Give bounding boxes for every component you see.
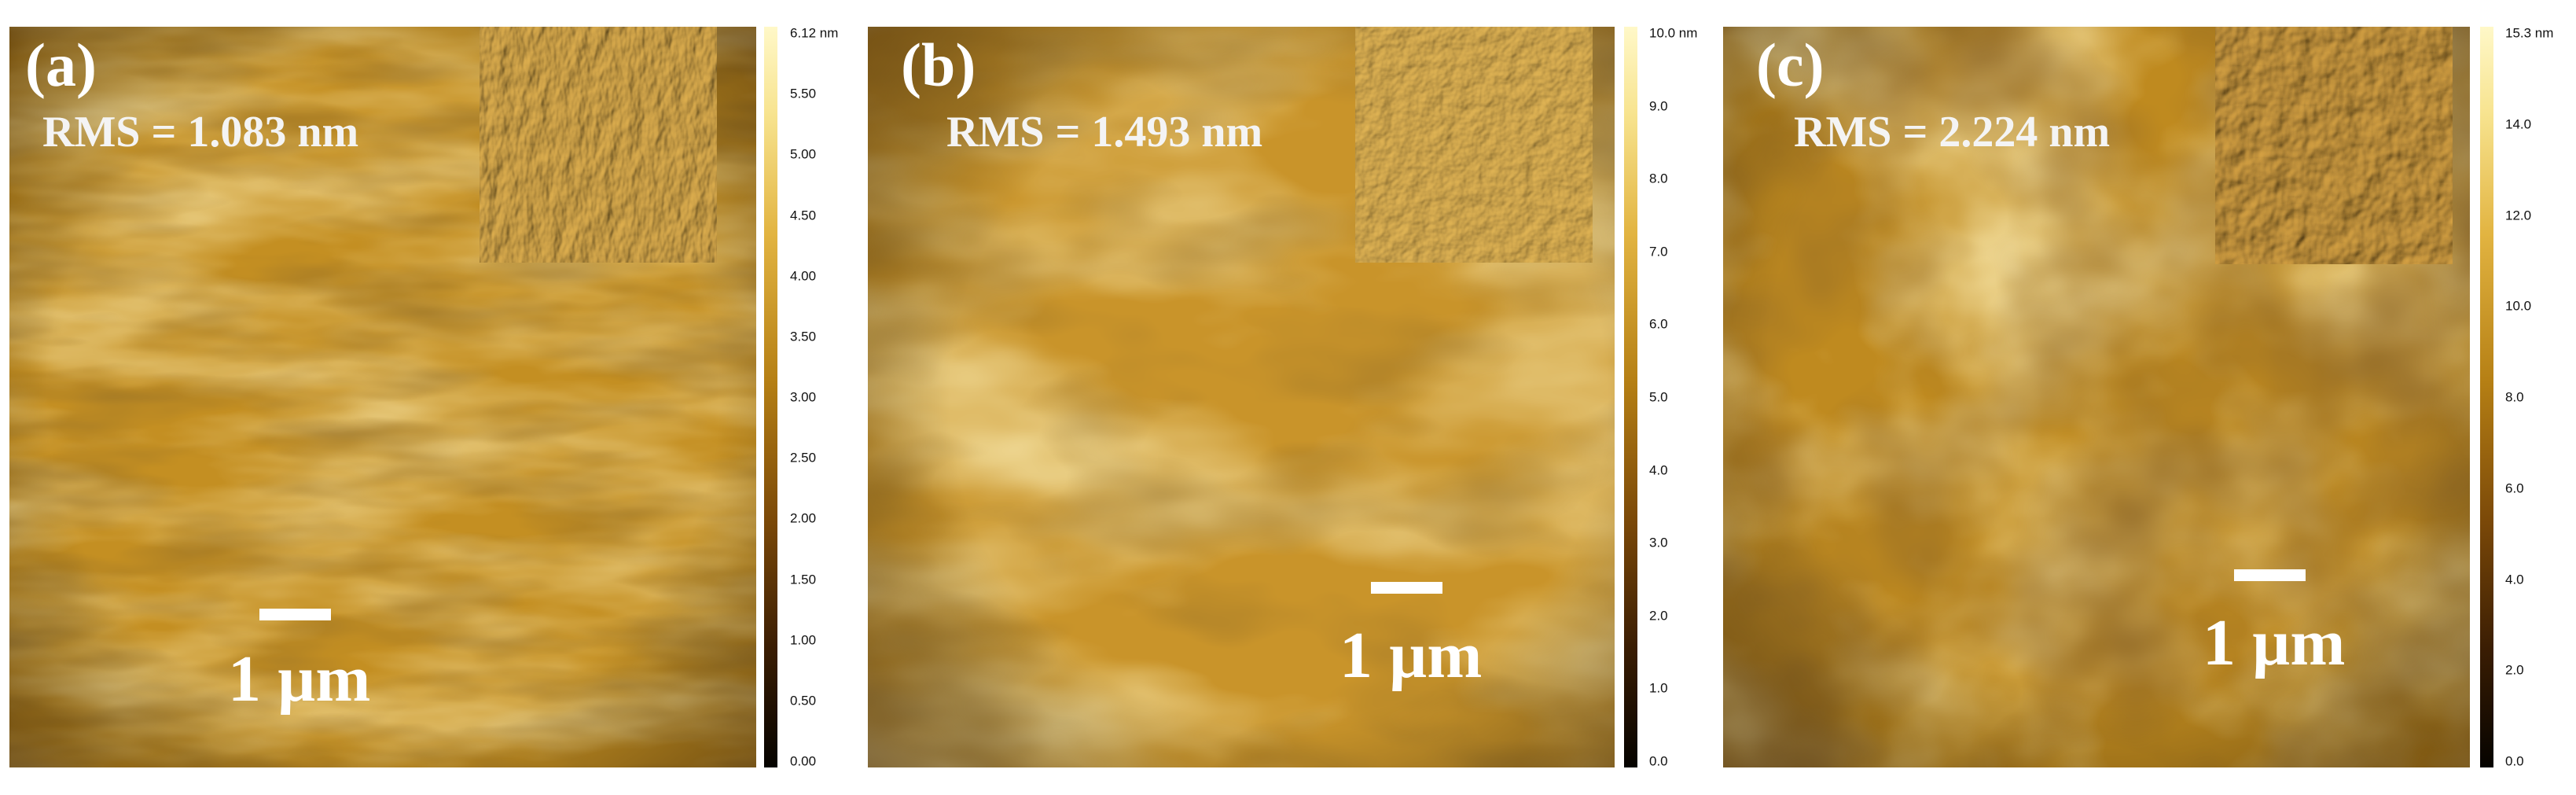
afm-panel-b: (b) RMS = 1.493 nm 1 µm [868,27,1615,767]
colorbar-tick-label: 2.0 [2505,662,2524,678]
colorbar-tick-label: 6.0 [2505,480,2524,496]
colorbar-tick-label: 3.00 [790,389,817,405]
phase-inset-a [480,27,717,263]
colorbar-tick-label: 0.0 [2505,753,2524,769]
colorbar-tick-label: 1.50 [790,572,817,587]
colorbar-ticks-a: 6.12 nm 5.50 5.00 4.50 4.00 3.50 3.00 2.50 2.00 1… [790,25,861,769]
panel-label-a: (a) [25,31,97,99]
colorbar-tick-label: 4.0 [1649,462,1668,478]
colorbar-tick-label: 2.00 [790,510,817,526]
phase-inset-b [1355,27,1593,263]
scale-bar-b [1371,582,1442,594]
scale-bar-label-a: 1 µm [228,642,371,716]
colorbar-tick-label: 4.50 [790,208,817,223]
colorbar-tick-label: 0.0 [1649,753,1668,769]
colorbar-ticks-b: 10.0 nm 9.0 8.0 7.0 6.0 5.0 4.0 3.0 2.0 1.0 0.0 [1649,25,1720,769]
colorbar-tick-label: 9.0 [1649,98,1668,114]
colorbar-tick-label: 1.00 [790,632,817,648]
colorbar-tick-label: 5.0 [1649,389,1668,405]
rms-value-a: RMS = 1.083 nm [42,108,359,156]
colorbar-tick-label: 6.12 nm [790,25,839,41]
colorbar-tick-label: 12.0 [2505,208,2532,223]
phase-inset-c [2215,27,2453,264]
colorbar-tick-label: 5.50 [790,86,817,101]
rms-value-b: RMS = 1.493 nm [946,108,1263,156]
scale-bar-label-b: 1 µm [1339,619,1483,692]
colorbar-tick-label: 1.0 [1649,680,1668,696]
scale-bar-a [259,609,331,620]
panel-label-c: (c) [1756,31,1825,99]
colorbar-tick-label: 7.0 [1649,244,1668,259]
colorbar-tick-label: 3.50 [790,329,817,344]
colorbar-tick-label: 0.00 [790,753,817,769]
colorbar-tick-label: 5.00 [790,146,817,162]
colorbar-tick-label: 4.0 [2505,572,2524,587]
colorbar-tick-label: 8.0 [1649,171,1668,186]
colorbar-tick-label: 2.50 [790,450,817,466]
colorbar-tick-label: 6.0 [1649,316,1668,332]
afm-panel-a: (a) RMS = 1.083 nm 1 µm [9,27,756,767]
colorbar-tick-label: 8.0 [2505,389,2524,405]
colorbar-tick-label: 0.50 [790,693,817,709]
colorbar-tick-label: 15.3 nm [2505,25,2554,41]
panel-label-b: (b) [901,31,976,99]
colorbar-b [1624,27,1637,767]
colorbar-c [2480,27,2493,767]
rms-value-c: RMS = 2.224 nm [1794,108,2111,156]
colorbar-tick-label: 14.0 [2505,116,2532,132]
colorbar-ticks-c: 15.3 nm 14.0 12.0 10.0 8.0 6.0 4.0 2.0 0.0 [2505,25,2576,769]
scale-bar-c [2234,569,2306,581]
scale-bar-label-c: 1 µm [2203,606,2346,679]
colorbar-tick-label: 2.0 [1649,608,1668,624]
colorbar-tick-label: 3.0 [1649,535,1668,550]
colorbar-tick-label: 4.00 [790,268,817,284]
colorbar-tick-label: 10.0 [2505,298,2532,314]
colorbar-tick-label: 10.0 nm [1649,25,1698,41]
colorbar-a [764,27,777,767]
afm-panel-c: (c) RMS = 2.224 nm 1 µm [1723,27,2470,767]
